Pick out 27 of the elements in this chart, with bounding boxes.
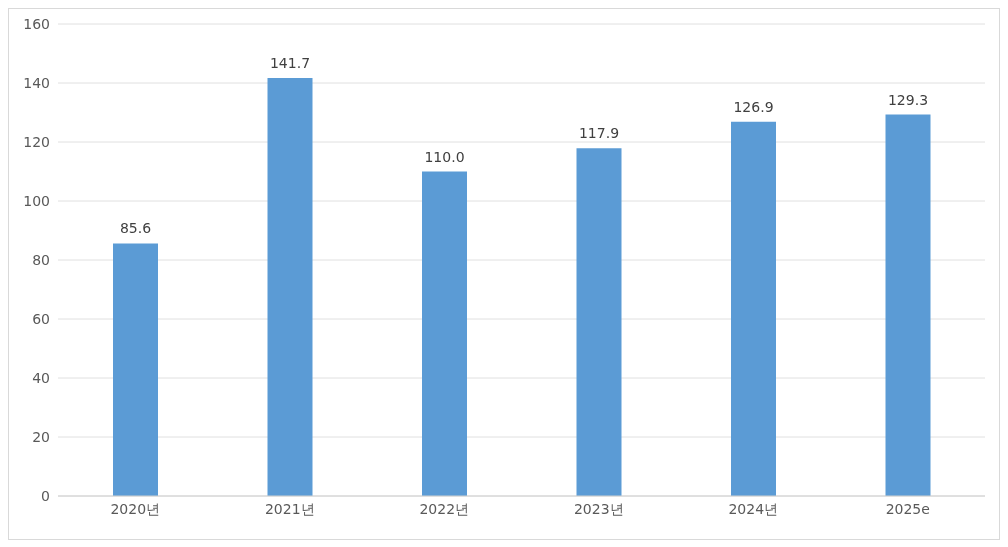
data-label: 129.3 bbox=[887, 91, 929, 108]
y-tick-label: 120 bbox=[23, 133, 50, 150]
y-tick-label: 60 bbox=[32, 310, 50, 327]
y-tick-label: 100 bbox=[23, 192, 50, 209]
bar bbox=[731, 121, 776, 496]
y-tick-label: 140 bbox=[23, 74, 50, 91]
y-tick-label: 0 bbox=[41, 487, 50, 504]
data-label: 110.0 bbox=[424, 148, 465, 165]
bar bbox=[113, 243, 158, 496]
x-tick-label: 2022년 bbox=[419, 500, 470, 517]
x-tick-label: 2025e bbox=[885, 500, 930, 517]
x-tick-label: 2024년 bbox=[728, 500, 779, 517]
x-tick-label: 2020년 bbox=[110, 500, 161, 517]
bar bbox=[576, 148, 622, 496]
x-tick-label: 2023년 bbox=[573, 500, 624, 517]
bar bbox=[885, 114, 931, 496]
bar bbox=[267, 77, 313, 496]
y-tick-label: 40 bbox=[32, 369, 50, 386]
data-label: 85.6 bbox=[119, 220, 152, 237]
y-tick-label: 160 bbox=[23, 15, 50, 32]
y-tick-label: 20 bbox=[32, 428, 50, 445]
data-label: 141.7 bbox=[269, 54, 311, 71]
data-label: 117.9 bbox=[578, 125, 620, 142]
data-label: 126.9 bbox=[733, 98, 774, 115]
x-tick-label: 2021년 bbox=[264, 500, 315, 517]
y-tick-label: 80 bbox=[32, 251, 50, 268]
bar bbox=[422, 171, 467, 496]
